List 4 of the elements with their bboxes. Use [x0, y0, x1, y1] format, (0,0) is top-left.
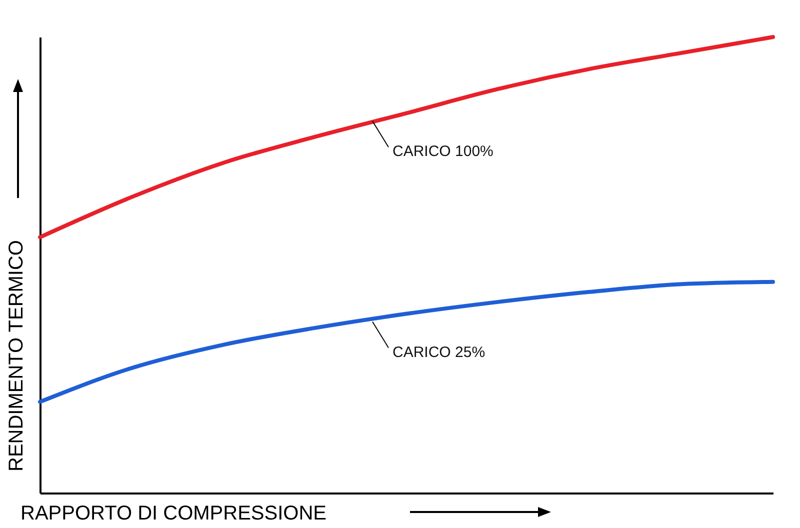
- series-label: CARICO 25%: [392, 344, 486, 361]
- y-axis-title: RENDIMENTO TERMICO: [6, 240, 28, 472]
- series-label: CARICO 100%: [392, 143, 494, 160]
- x-axis-title: RAPPORTO DI COMPRESSIONE: [20, 502, 326, 524]
